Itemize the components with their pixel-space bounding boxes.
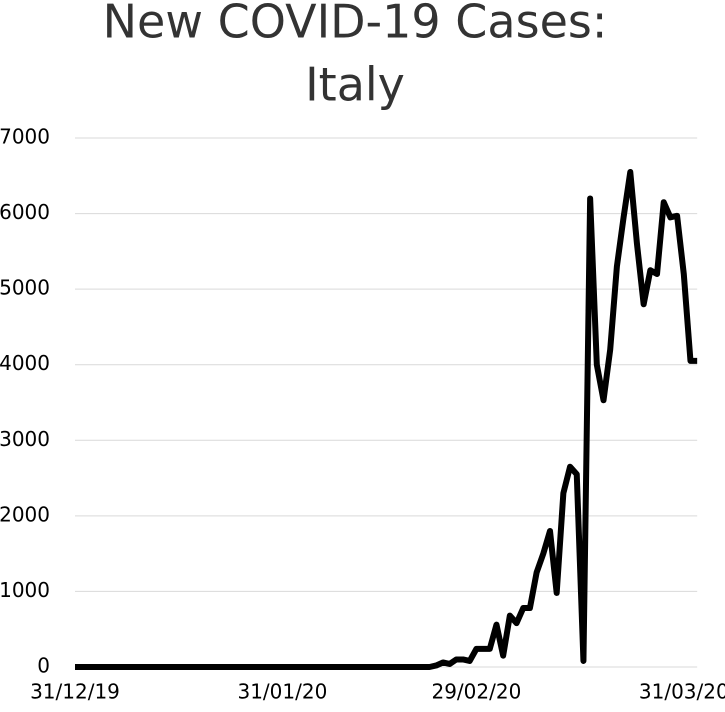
y-tick-label: 6000: [0, 200, 50, 224]
y-tick-label: 5000: [0, 276, 50, 300]
y-tick-label: 2000: [0, 502, 50, 526]
y-tick-label: 7000: [0, 125, 50, 149]
y-tick-label: 3000: [0, 427, 50, 451]
y-tick-label: 4000: [0, 351, 50, 375]
x-tick-label: 29/02/20: [431, 680, 521, 704]
y-tick-label: 0: [37, 654, 50, 678]
data-line: [75, 169, 698, 670]
x-tick-label: 31/01/20: [237, 680, 327, 704]
y-tick-label: 1000: [0, 578, 50, 602]
x-tick-label: 31/12/19: [30, 680, 120, 704]
chart-title: Italy: [305, 58, 405, 112]
chart-title: New COVID-19 Cases:: [103, 0, 608, 49]
x-tick-label: 31/03/20: [639, 680, 725, 704]
